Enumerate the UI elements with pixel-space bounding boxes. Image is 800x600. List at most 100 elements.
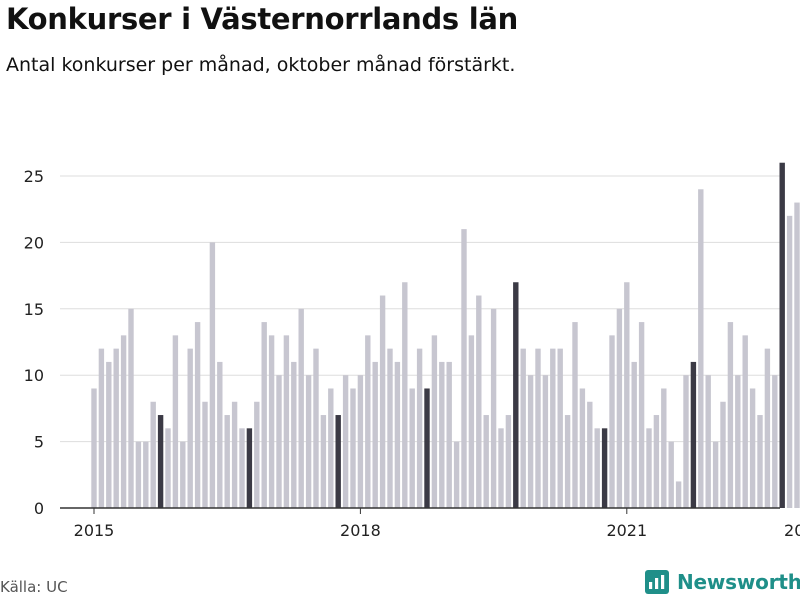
bar [683,375,689,508]
bar [143,441,149,508]
y-tick-label: 25 [24,167,44,186]
bar [794,202,800,508]
bar [675,481,682,508]
bar [357,375,364,508]
bar [387,348,393,508]
bar [527,375,534,508]
bar [461,229,467,508]
bar [646,428,652,508]
bar [542,375,549,508]
bar [150,401,156,508]
bar [439,361,445,508]
bar [446,361,452,508]
bar [342,375,349,508]
x-tick-label: 2015 [74,521,115,540]
chart-subtitle: Antal konkurser per månad, oktober månad… [6,54,516,76]
bar [416,348,423,508]
bar [239,428,245,508]
bar [498,428,504,508]
bar [786,215,793,508]
bar [468,335,475,508]
bar [202,401,208,508]
bar [779,162,785,508]
bar [720,401,726,508]
brand-logo[interactable]: Newsworthy [645,570,800,594]
bar [283,335,290,508]
bar [365,335,371,508]
bar [705,375,711,508]
bar [113,348,119,508]
bar [128,308,134,508]
bar [106,361,112,508]
bar [172,335,179,508]
bar [772,375,778,508]
bar [409,388,415,508]
bar [490,308,497,508]
bar [742,335,748,508]
bar [550,348,556,508]
y-tick-label: 5 [34,433,44,452]
bar [631,361,637,508]
bar [601,428,608,508]
bar [276,375,282,508]
bar [587,401,593,508]
bar [661,388,667,508]
bar [431,335,438,508]
bar [564,415,571,508]
bar [520,348,526,508]
y-tick-label: 15 [24,300,44,319]
bar [157,415,164,508]
bar [217,361,223,508]
y-tick-label: 20 [24,233,44,252]
bar [254,401,260,508]
chart-title: Konkurser i Västernorrlands län [6,2,518,36]
bar [712,441,719,508]
bar [483,415,489,508]
bar [98,348,105,508]
bar [120,335,127,508]
source-label: Källa: UC [0,578,68,596]
bar [513,282,519,508]
bar [291,361,297,508]
bar [638,322,645,508]
bar [246,428,253,508]
bar [764,348,771,508]
y-tick-label: 10 [24,366,44,385]
bar [261,322,267,508]
bar [180,441,186,508]
bar [187,348,193,508]
bar [335,415,341,508]
bar [757,415,763,508]
bar [424,388,430,508]
bar [749,388,756,508]
bar [298,308,304,508]
bar [268,335,275,508]
x-tick-label: 2018 [340,521,381,540]
bar [727,322,734,508]
y-tick-label: 0 [34,499,44,518]
bar [668,441,674,508]
newsworthy-icon [645,570,669,594]
bar [402,282,408,508]
bar [224,415,230,508]
bar [505,415,512,508]
bar [616,308,623,508]
bar [328,388,334,508]
bar [394,361,401,508]
bar [579,388,586,508]
bar [624,282,630,508]
bar [313,348,319,508]
bar [557,348,563,508]
bar [735,375,741,508]
bar [165,428,171,508]
bar [135,441,142,508]
bar [320,415,327,508]
bar [594,428,600,508]
bar [91,388,97,508]
bar [209,242,216,508]
bar-chart: 051015202520152018202120237 [24,162,800,540]
brand-name: Newsworthy [677,570,800,594]
bar [453,441,460,508]
bar [690,361,697,508]
bar [231,401,238,508]
